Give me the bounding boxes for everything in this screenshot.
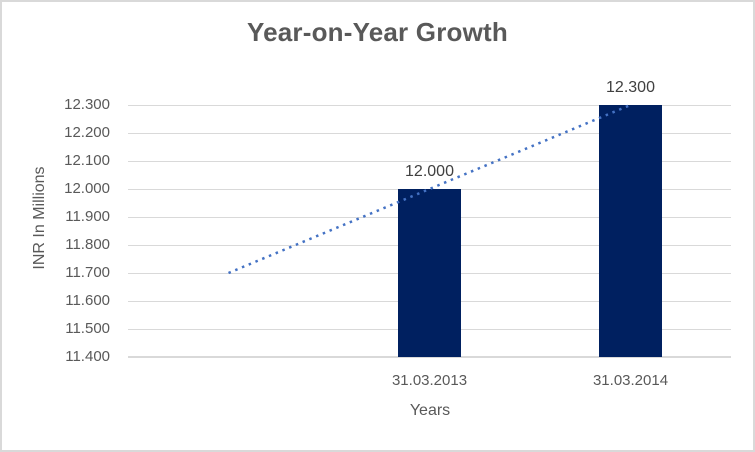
y-tick-label: 11.800 <box>65 236 110 253</box>
x-tick-label: 31.03.2013 <box>391 372 468 389</box>
y-tick-label: 11.600 <box>65 292 110 309</box>
x-tick-label: 31.03.2014 <box>592 372 669 389</box>
y-tick-label: 12.300 <box>64 96 110 113</box>
data-label: 12.300 <box>606 79 655 96</box>
data-label: 12.000 <box>405 163 454 180</box>
y-tick-label: 11.500 <box>65 320 110 337</box>
y-tick-label: 12.200 <box>64 124 110 141</box>
y-tick-label: 12.000 <box>64 180 110 197</box>
chart-title: Year-on-Year Growth <box>247 17 508 47</box>
y-tick-label: 11.400 <box>65 348 110 365</box>
y-tick-label: 12.100 <box>64 152 110 169</box>
y-tick-label: 11.900 <box>65 208 110 225</box>
x-axis-title: Years <box>409 402 451 419</box>
x-axis-line <box>128 356 731 358</box>
y-tick-label: 11.700 <box>65 264 110 281</box>
bar <box>599 105 662 357</box>
bar <box>398 189 461 357</box>
